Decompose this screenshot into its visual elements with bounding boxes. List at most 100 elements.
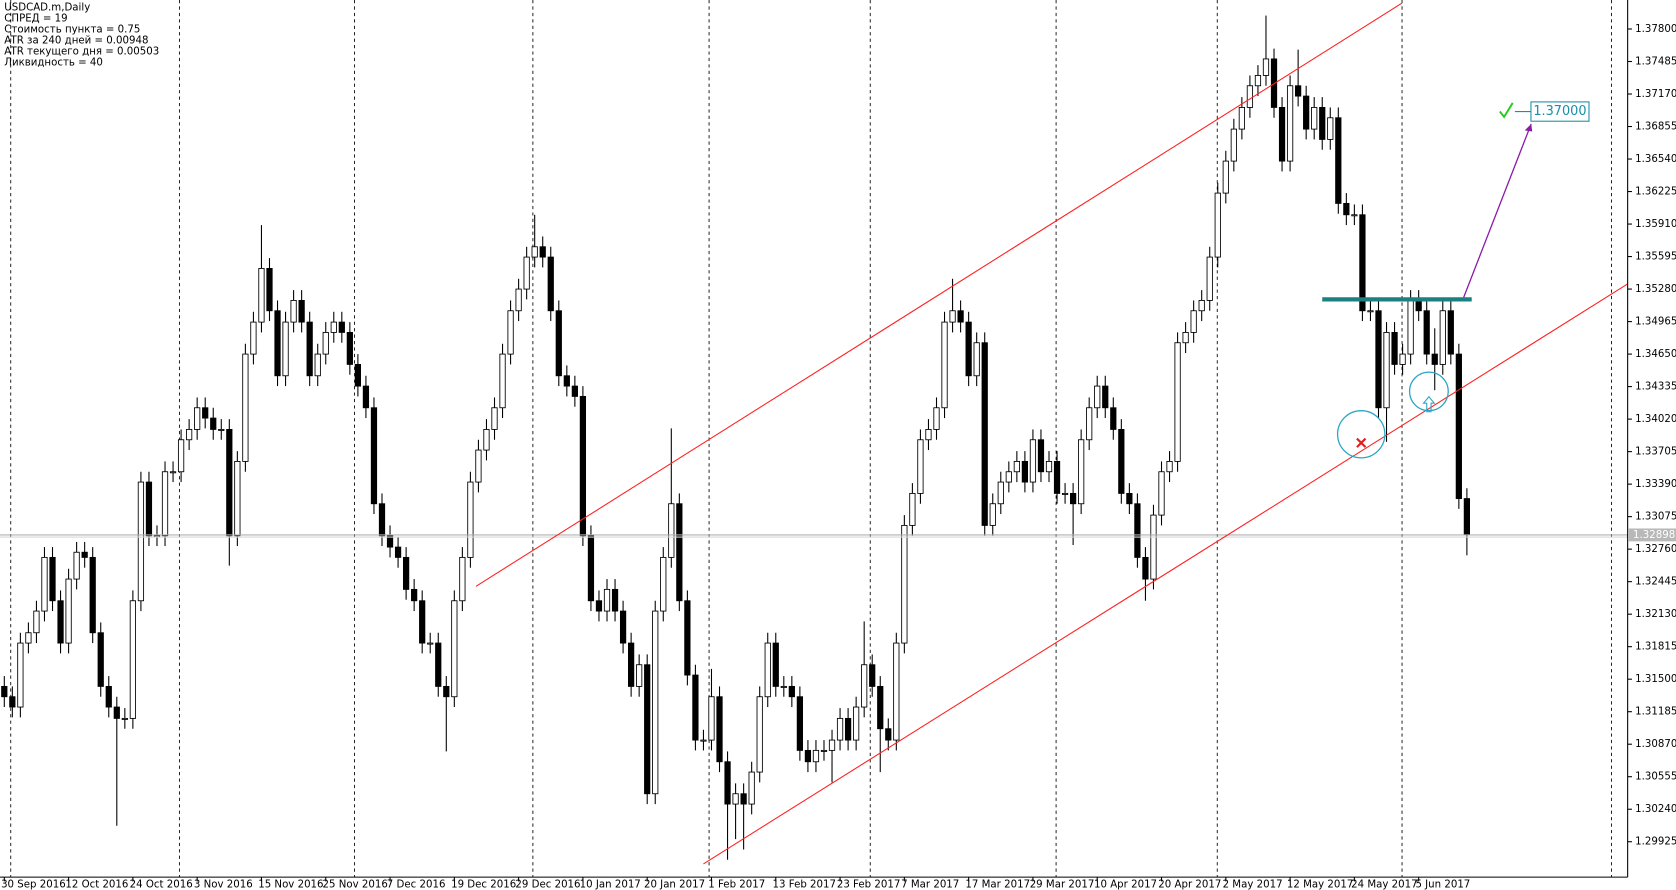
candle-body	[49, 556, 56, 602]
candle-body	[1110, 407, 1117, 430]
plot-area	[0, 2, 1628, 865]
candle-body	[394, 546, 402, 558]
y-tick-label: 1.33075	[1635, 512, 1676, 523]
candle-body	[933, 407, 940, 430]
candle-body	[804, 749, 812, 763]
x-tick-label: 12 May 2017	[1287, 880, 1354, 890]
candle-body	[1222, 160, 1229, 194]
candle-body	[1166, 460, 1173, 473]
candle-body	[282, 321, 289, 377]
candle-body	[1182, 331, 1189, 344]
y-tick-label: 1.36225	[1635, 187, 1676, 198]
candle-body	[828, 739, 836, 751]
candle-body	[1375, 310, 1382, 409]
candle-body	[234, 460, 241, 537]
y-tick-label: 1.33390	[1635, 479, 1676, 490]
candle-body	[1391, 331, 1398, 365]
candle-body	[652, 610, 659, 795]
candle-body	[194, 407, 201, 430]
candle-body	[1367, 310, 1374, 313]
candle-body	[362, 385, 370, 409]
candle-body	[322, 331, 329, 355]
candle-body	[515, 288, 522, 312]
candle-body	[1126, 492, 1133, 505]
candle-body	[73, 551, 80, 580]
candle-body	[467, 481, 474, 558]
candle-body	[1439, 310, 1446, 365]
y-tick-label: 1.33705	[1635, 447, 1676, 458]
x-tick-label: 2 May 2017	[1223, 880, 1283, 890]
candle-body	[314, 353, 321, 377]
candle-body	[1246, 85, 1254, 108]
candle-body	[692, 674, 699, 741]
candle-body	[298, 299, 305, 323]
candle-body	[836, 717, 844, 741]
candle-body	[1, 685, 8, 698]
candle-body	[491, 407, 498, 430]
candle-body	[33, 610, 40, 634]
candle-body	[274, 310, 281, 377]
candle-body	[1431, 353, 1438, 365]
candle-body	[820, 749, 828, 752]
candle-body	[595, 600, 603, 612]
candle-body	[137, 481, 145, 602]
candle-body	[949, 310, 956, 323]
candle-body	[1286, 85, 1294, 162]
candle-body	[499, 353, 506, 409]
candle-body	[507, 310, 514, 355]
info-line: Ликвидность = 40	[4, 58, 103, 69]
candle-body	[1295, 85, 1302, 97]
candle-body	[1005, 471, 1012, 483]
candle-body	[1053, 460, 1061, 494]
candle-body	[161, 471, 169, 537]
channel-line	[703, 283, 1628, 865]
candle-body	[1013, 460, 1020, 473]
candle-body	[266, 268, 273, 312]
candle-body	[483, 429, 490, 451]
candle-body	[603, 588, 611, 612]
candle-body	[1190, 310, 1197, 333]
candle-body	[427, 642, 434, 645]
x-tick-label: 25 Nov 2016	[323, 880, 388, 890]
candle-body	[1463, 498, 1471, 536]
candle-body	[812, 749, 820, 763]
candle-body	[1399, 353, 1406, 365]
y-tick-label: 1.31185	[1635, 707, 1676, 718]
candle-body	[571, 385, 578, 397]
candle-body	[113, 706, 120, 719]
target-arrow	[1463, 123, 1532, 298]
candle-body	[1206, 256, 1213, 301]
info-line: СПРЕД = 19	[4, 14, 67, 25]
x-tick-label: 23 Feb 2017	[837, 880, 900, 890]
candle-body	[844, 717, 852, 741]
candle-body	[941, 321, 948, 409]
candle-body	[338, 321, 345, 333]
candle-body	[354, 363, 362, 387]
y-tick-label: 1.29925	[1635, 837, 1676, 848]
candle-body	[523, 256, 530, 290]
y-tick-label: 1.37800	[1635, 24, 1676, 35]
candle-body	[258, 268, 265, 323]
x-tick-label: 30 Sep 2016	[1, 880, 66, 890]
candle-body	[202, 407, 209, 419]
candle-body	[1021, 460, 1029, 483]
candle-body	[668, 503, 675, 558]
candle-body	[443, 685, 450, 698]
candle-body	[210, 417, 217, 430]
candle-body	[628, 642, 635, 687]
candle-body	[957, 310, 964, 323]
candle-body	[660, 556, 667, 612]
candle-body	[1455, 353, 1462, 500]
candle-body	[1327, 117, 1334, 140]
candle-body	[989, 503, 996, 526]
up-arrow-icon	[1422, 395, 1436, 413]
candle-body	[547, 256, 554, 312]
x-tick-label: 7 Mar 2017	[901, 880, 959, 890]
candle-body	[1383, 331, 1390, 409]
candle-body	[121, 717, 128, 720]
candle-body	[901, 524, 908, 644]
candle-body	[973, 342, 980, 377]
x-tick-label: 19 Dec 2016	[451, 880, 516, 890]
